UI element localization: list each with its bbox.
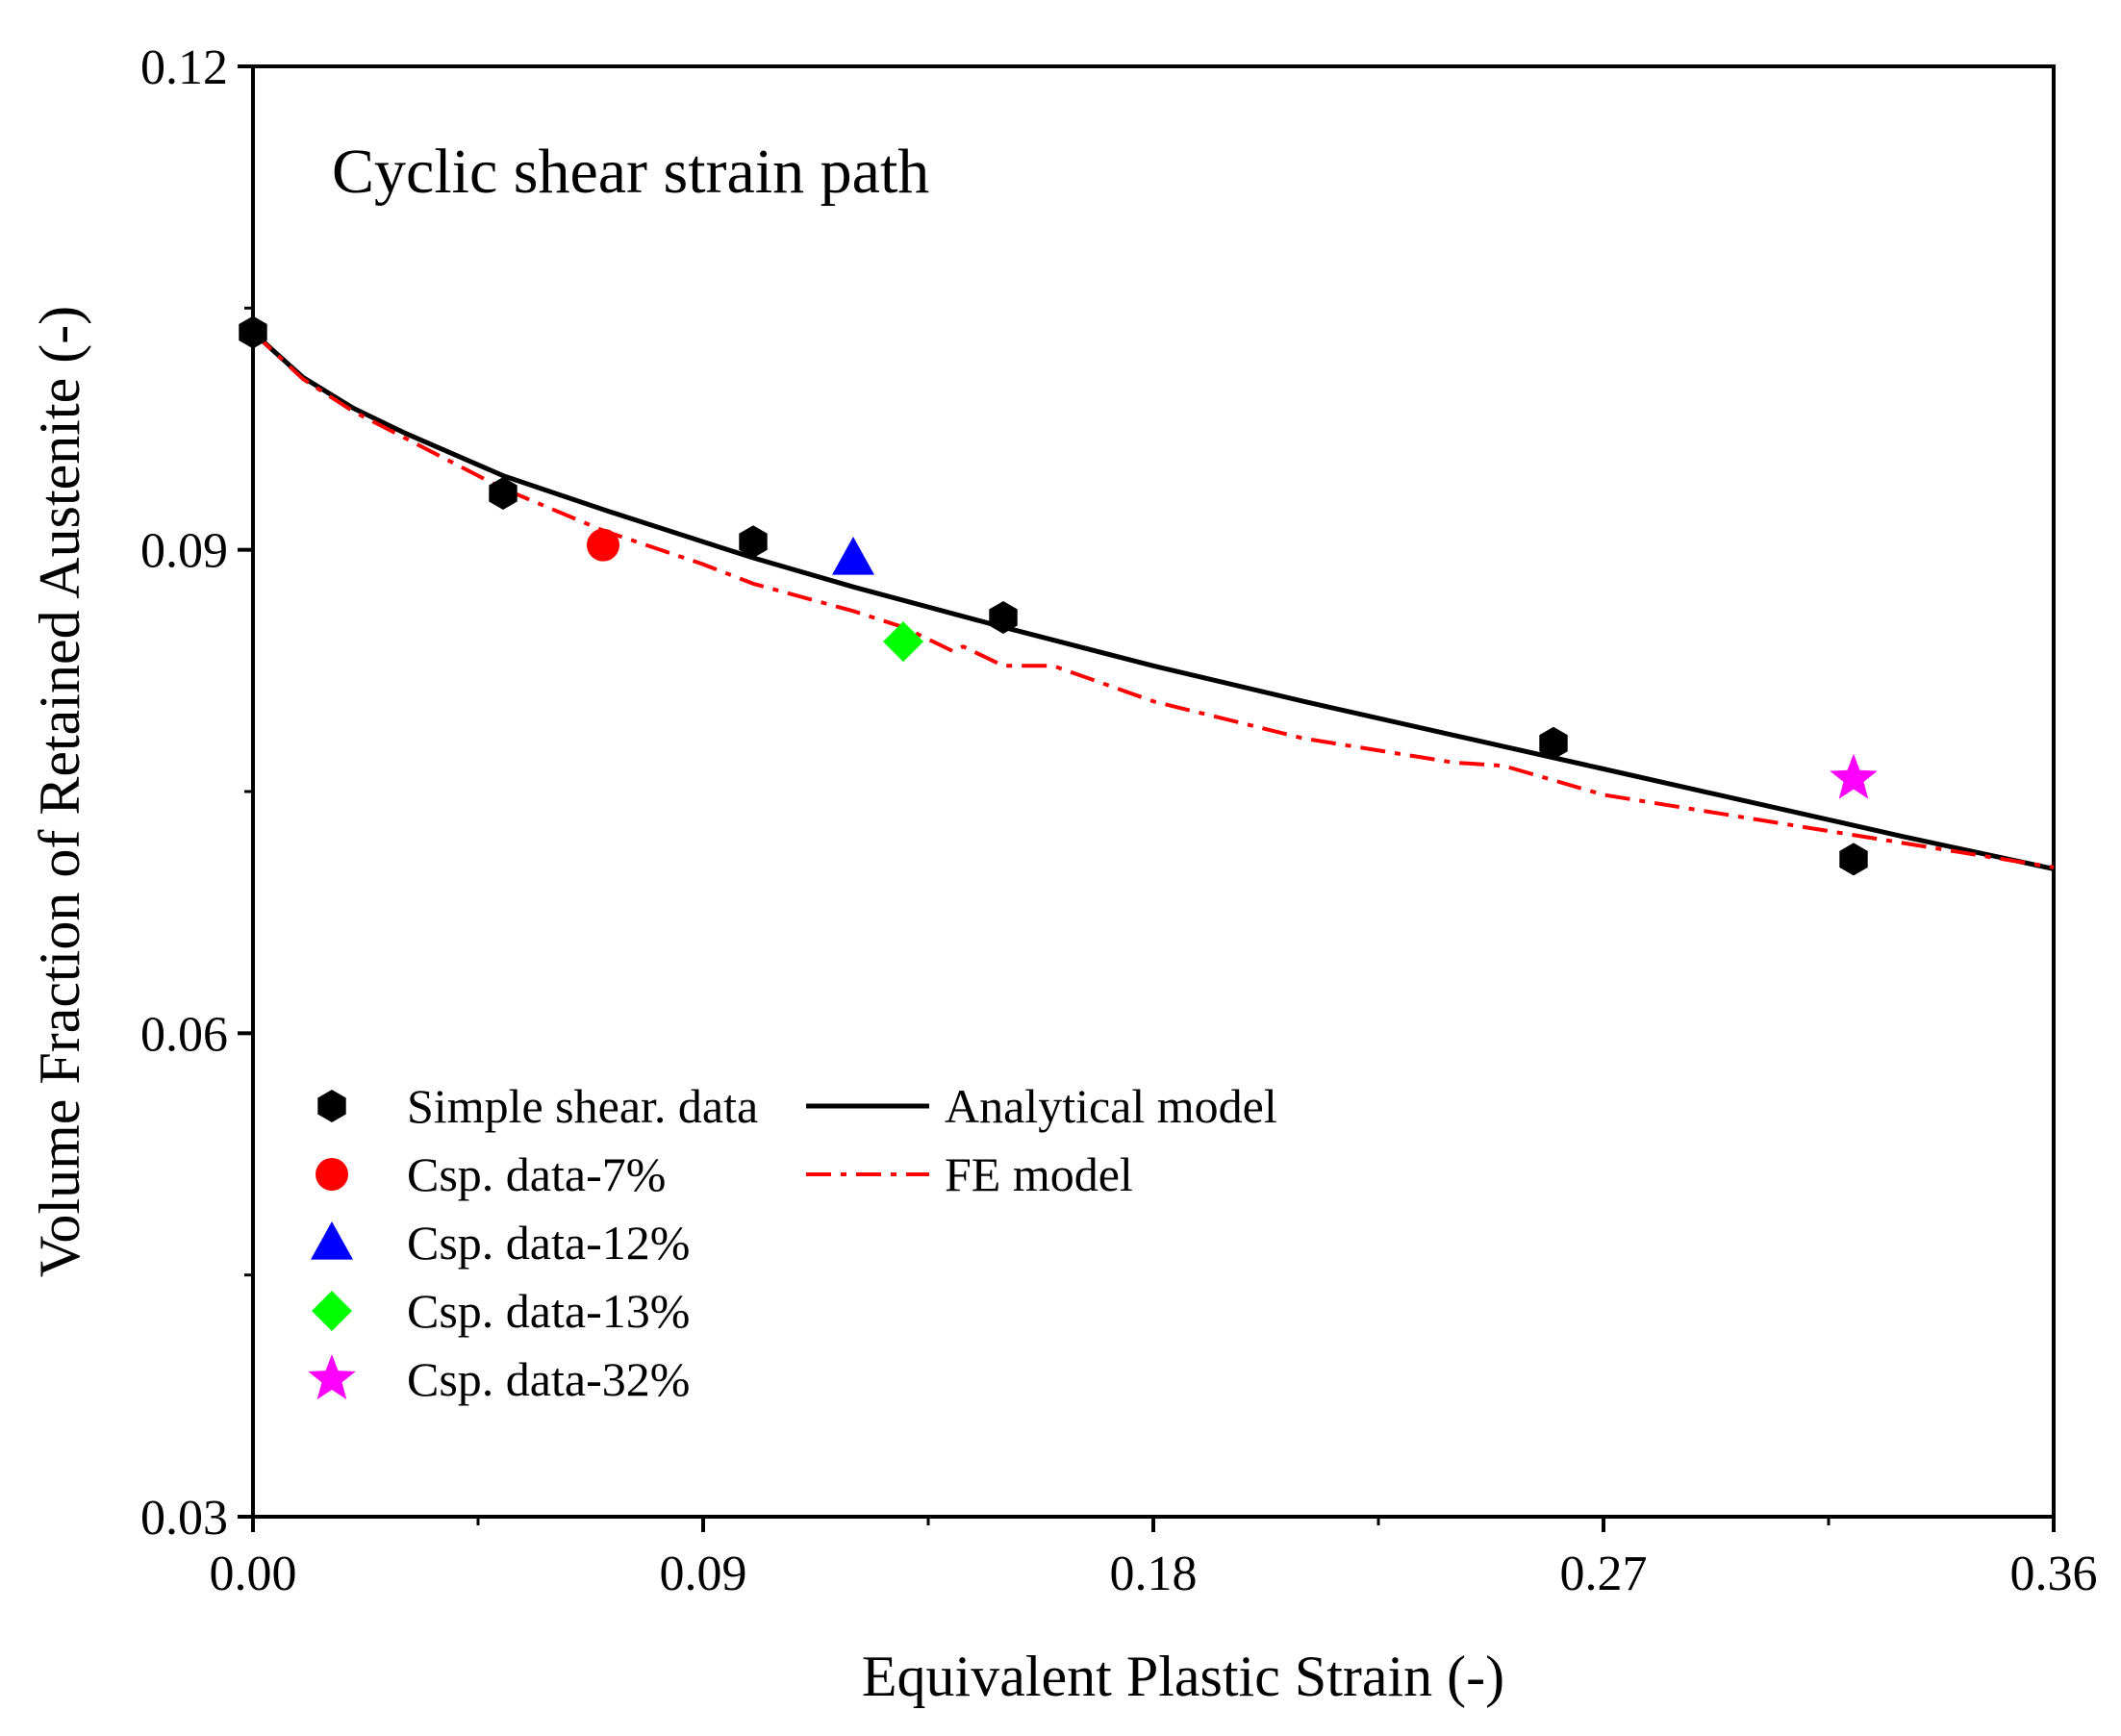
legend-label: FE model bbox=[945, 1147, 1133, 1201]
csp-data-12-point bbox=[832, 537, 874, 575]
legend-marker-simple-shear-data bbox=[317, 1090, 346, 1122]
legend-label: Csp. data-12% bbox=[407, 1216, 690, 1270]
y-axis-title: Volume Fraction of Retained Austenite (-… bbox=[28, 306, 91, 1277]
fe-model-line bbox=[251, 331, 2055, 869]
legend-marker-csp-data-12 bbox=[311, 1221, 353, 1260]
legend-marker-csp-data-32 bbox=[308, 1354, 356, 1399]
simple-shear-data-point bbox=[989, 601, 1018, 634]
x-tick-label: 0.27 bbox=[1560, 1547, 1648, 1601]
csp-data-13-point bbox=[883, 621, 923, 663]
legend-marker-csp-data-7 bbox=[316, 1158, 348, 1191]
x-axis-ticks: 0.00 0.09 0.18 0.27 0.36 bbox=[210, 1517, 2098, 1601]
y-tick-label: 0.09 bbox=[140, 524, 228, 579]
y-tick-label: 0.06 bbox=[140, 1007, 228, 1062]
chart-annotation: Cyclic shear strain path bbox=[332, 137, 929, 207]
legend: Simple shear. data Csp. data-7% Csp. data-… bbox=[308, 1079, 1277, 1406]
model-lines bbox=[251, 330, 2055, 871]
simple-shear-data-point bbox=[1839, 843, 1868, 876]
simple-shear-data-point bbox=[1539, 726, 1568, 760]
x-tick-label: 0.36 bbox=[2010, 1547, 2098, 1601]
legend-label: Csp. data-7% bbox=[407, 1147, 666, 1201]
simple-shear-data-point bbox=[739, 525, 768, 559]
x-axis-title: Equivalent Plastic Strain (-) bbox=[862, 1645, 1504, 1708]
csp-data-7-point bbox=[587, 528, 619, 562]
legend-label: Analytical model bbox=[945, 1079, 1277, 1133]
x-tick-label: 0.00 bbox=[210, 1547, 297, 1601]
simple-shear-data-point bbox=[239, 315, 267, 349]
legend-marker-csp-data-13 bbox=[312, 1291, 352, 1331]
x-tick-label: 0.18 bbox=[1110, 1547, 1198, 1601]
legend-label: Csp. data-32% bbox=[407, 1352, 690, 1406]
y-tick-label: 0.12 bbox=[140, 40, 228, 95]
legend-label: Simple shear. data bbox=[407, 1079, 758, 1133]
legend-label: Csp. data-13% bbox=[407, 1284, 690, 1338]
data-points bbox=[239, 315, 1878, 876]
x-tick-label: 0.09 bbox=[660, 1547, 747, 1601]
y-axis-ticks: 0.03 0.06 0.09 0.12 bbox=[140, 40, 253, 1546]
y-tick-label: 0.03 bbox=[140, 1491, 228, 1546]
analytical-model-line bbox=[251, 330, 2055, 871]
simple-shear-data-point bbox=[489, 477, 518, 510]
csp-data-32-point bbox=[1830, 753, 1878, 799]
